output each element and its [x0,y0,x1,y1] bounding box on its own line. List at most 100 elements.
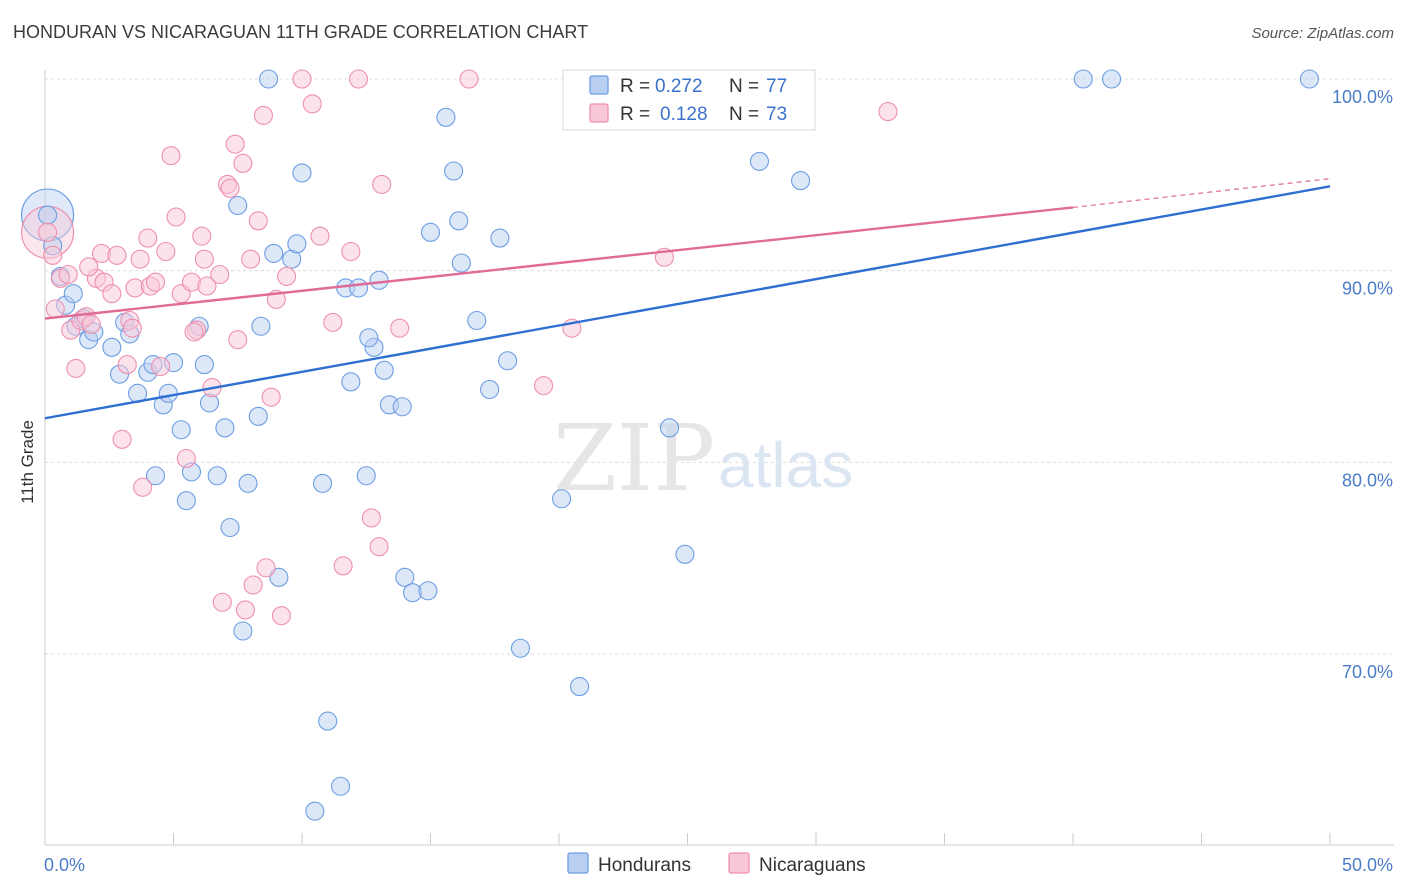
point-hondurans-29 [228,195,248,216]
point-nicaraguans-33 [194,249,214,269]
point-nicaraguans-54 [310,226,330,246]
point-nicaraguans-15 [112,429,132,449]
point-hondurans-26 [207,466,227,486]
point-hondurans-28 [220,517,240,538]
point-nicaraguans-63 [459,69,479,89]
point-nicaraguans-4 [58,264,78,285]
bottom-legend-swatch-nicaraguans [728,852,750,874]
point-nicaraguans-45 [243,575,263,595]
point-hondurans-68 [659,418,680,438]
point-hondurans-41 [313,473,333,493]
point-nicaraguans-42 [233,153,253,173]
chart-source: Source: ZipAtlas.com [1251,25,1394,42]
legend-r-value-nicaraguans: 0.128 [660,104,708,125]
point-nicaraguans-55 [323,312,343,332]
point-hondurans-75 [420,222,441,242]
point-hondurans-9 [102,337,122,357]
y-tick-labels: 70.0% 80.0% 90.0% 100.0% [1332,87,1393,682]
point-hondurans-47 [356,466,376,486]
chart-title: HONDURAN VS NICARAGUAN 11TH GRADE CORREL… [13,22,588,42]
point-nicaraguans-72 [79,257,99,277]
y-tick-label-1: 80.0% [1342,470,1393,490]
trendline-extension-nicaraguans [1072,178,1331,209]
watermark-zip: ZIP [553,405,715,512]
point-hondurans-0 [38,205,58,225]
point-hondurans-39 [292,163,312,183]
point-hondurans-49 [369,270,389,290]
point-nicaraguans-44 [241,249,261,269]
x-tick-label-right: 50.0% [1342,855,1393,875]
point-nicaraguans-37 [212,592,232,612]
point-hondurans-34 [259,69,279,89]
point-nicaraguans-60 [369,537,389,557]
point-hondurans-42 [318,711,338,731]
point-hondurans-46 [348,278,369,298]
point-nicaraguans-56 [333,556,353,576]
y-tick-label-2: 90.0% [1342,279,1393,299]
point-hondurans-27 [215,418,235,438]
y-axis-label: 11th Grade [18,420,37,504]
point-hondurans-69 [675,544,695,564]
point-hondurans-64 [510,638,531,658]
legend-n-label-nicaraguans: N = [729,104,759,125]
point-hondurans-76 [359,328,379,348]
point-nicaraguans-16 [117,355,137,375]
watermark-atlas: atlas [718,429,853,501]
trendlines [44,178,1331,420]
point-hondurans-18 [158,383,178,403]
point-hondurans-56 [436,107,456,127]
point-nicaraguans-32 [192,226,212,246]
point-hondurans-59 [451,253,471,273]
point-nicaraguans-26 [161,146,181,166]
point-nicaraguans-2 [45,299,65,319]
bottom-legend-nicaraguans: Nicaraguans [759,855,866,876]
point-hondurans-36 [269,567,289,587]
point-nicaraguans-1 [43,245,63,265]
point-nicaraguans-43 [235,600,256,620]
legend-swatch-hondurans [589,75,609,95]
point-nicaraguans-40 [225,134,245,154]
legend-n-value-hondurans: 77 [766,76,787,97]
bottom-legend-swatch-hondurans [567,852,589,874]
point-hondurans-33 [251,316,271,336]
point-nicaraguans-57 [341,241,361,262]
point-hondurans-60 [467,310,487,331]
legend-r-label-hondurans: R = [620,76,650,97]
x-tick-label-left: 0.0% [44,855,85,875]
point-hondurans-50 [374,360,394,380]
point-nicaraguans-36 [210,264,230,285]
point-nicaraguans-39 [220,178,240,198]
point-hondurans-66 [570,677,590,697]
point-hondurans-4 [63,284,83,304]
legend-n-label-hondurans: N = [729,76,759,97]
point-hondurans-38 [287,234,307,254]
point-hondurans-45 [341,372,361,392]
bottom-legend-hondurans: Hondurans [598,855,691,876]
point-hondurans-70 [749,151,770,171]
point-nicaraguans-13 [102,284,122,304]
point-nicaraguans-19 [130,249,150,269]
legend-r-value-hondurans: 0.272 [655,76,703,97]
point-nicaraguans-52 [292,69,312,89]
y-tick-label-3: 100.0% [1332,87,1393,107]
point-nicaraguans-69 [184,322,204,342]
point-hondurans-40 [305,801,325,821]
point-hondurans-61 [480,379,500,400]
point-nicaraguans-20 [133,477,153,497]
point-nicaraguans-25 [156,241,176,262]
point-nicaraguans-21 [138,228,158,248]
point-nicaraguans-53 [302,94,322,114]
point-hondurans-57 [444,161,464,181]
point-nicaraguans-29 [176,448,196,469]
point-hondurans-30 [233,621,253,641]
point-nicaraguans-14 [107,245,127,265]
legend-r-label-nicaraguans: R = [620,104,650,125]
point-nicaraguans-0 [38,222,58,242]
point-nicaraguans-9 [81,314,101,334]
point-hondurans-62 [490,228,510,248]
point-hondurans-72 [1073,69,1093,89]
point-nicaraguans-71 [122,318,142,338]
point-nicaraguans-49 [261,387,281,407]
point-nicaraguans-59 [361,508,381,528]
